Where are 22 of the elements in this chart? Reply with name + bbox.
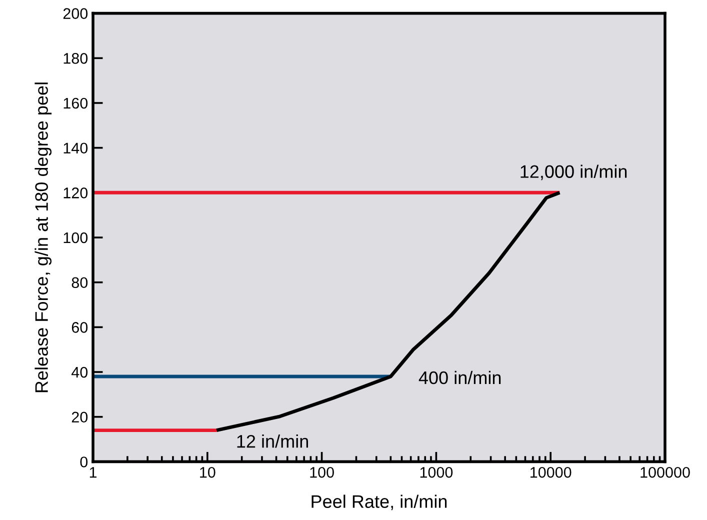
annotation: 12,000 in/min	[520, 164, 627, 180]
annotation: 12 in/min	[237, 434, 308, 448]
y-tick-label: 160	[64, 98, 88, 109]
x-axis-title: Peel Rate, in/min	[312, 494, 447, 510]
x-tick-label: 1	[90, 467, 97, 478]
y-tick-label: 40	[72, 366, 88, 378]
x-tick-label: 10000	[530, 466, 572, 478]
y-tick-label: 120	[64, 188, 88, 198]
x-tick-label: 100000	[640, 466, 690, 478]
y-axis-title: Release Force, g/in at 180 degree peel	[34, 82, 52, 392]
y-tick-label: 140	[64, 142, 88, 154]
y-tick-label: 100	[64, 232, 88, 244]
x-tick-label: 10	[200, 466, 216, 478]
y-tick-label: 180	[64, 53, 88, 64]
y-tick-label: 80	[72, 277, 88, 288]
y-tick-label: 60	[72, 322, 88, 333]
x-tick-label: 1000	[420, 466, 453, 478]
y-tick-label: 200	[63, 8, 88, 19]
y-tick-label: 0	[80, 456, 88, 468]
annotation: 400 in/min	[418, 370, 501, 384]
x-tick-label: 100	[310, 466, 334, 478]
y-tick-label: 20	[72, 412, 88, 423]
